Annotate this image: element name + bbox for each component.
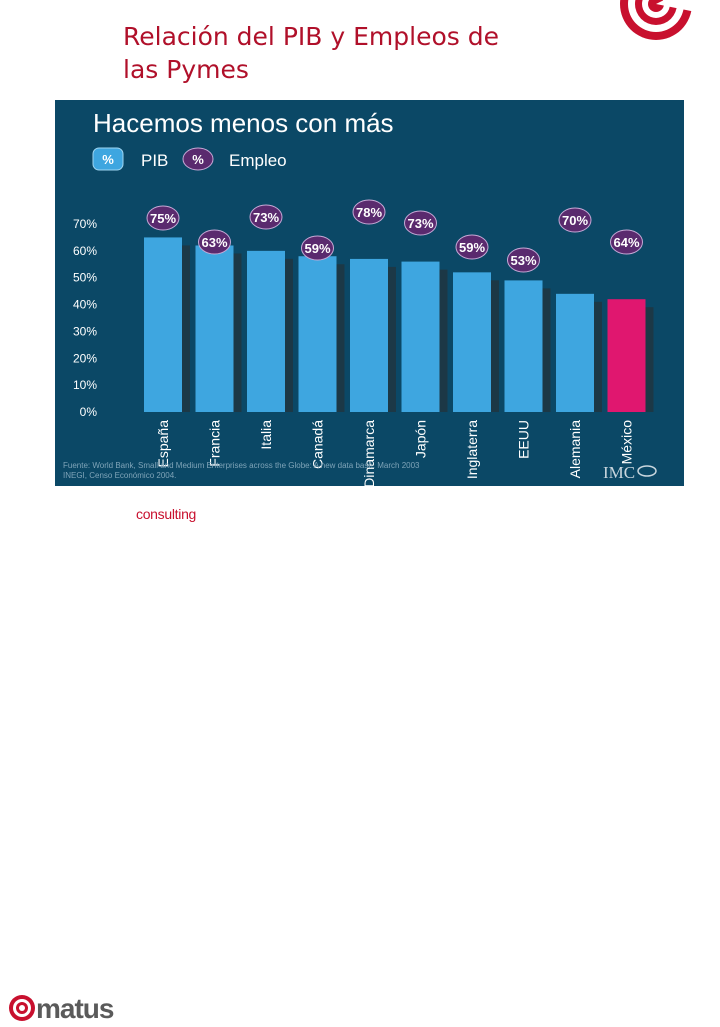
x-tick-label: Inglaterra — [464, 420, 480, 479]
bar-shadow — [541, 288, 551, 412]
x-tick-label: Alemania — [567, 420, 583, 479]
y-tick-label: 50% — [73, 271, 97, 285]
empleo-badge — [507, 247, 540, 273]
x-tick-label: Japón — [413, 420, 429, 458]
bar-shadow — [438, 269, 448, 412]
empleo-label: 59% — [304, 241, 330, 256]
source-line-1: Fuente: World Bank, Small and Medium Ent… — [63, 461, 420, 470]
bar-shadow — [335, 264, 345, 412]
bar-chart: Hacemos menos con más % PIB % Empleo 0% 1… — [63, 108, 657, 486]
legend-pib-label: PIB — [141, 151, 168, 170]
consulting-tagline: consulting — [136, 506, 197, 522]
x-axis-labels: España Francia Italia Canadá Dinamarca Japón I… — [155, 420, 635, 486]
y-tick-label: 0% — [80, 405, 98, 419]
footer-divider — [128, 505, 720, 529]
empleo-badge — [455, 234, 489, 260]
bar-shadow — [181, 245, 190, 412]
bar-shadow — [644, 307, 654, 412]
empleo-label: 53% — [510, 253, 536, 268]
legend-empleo-label: Empleo — [229, 151, 287, 170]
empleo-badge — [198, 229, 231, 255]
slide-title-line-1: Relación del PIB y Empleos de — [123, 22, 499, 51]
empleo-badge — [610, 229, 643, 255]
chart-panel: Hacemos menos con más % PIB % Empleo 0% 1… — [55, 100, 684, 486]
empleo-badges: 75% 63% 73% 59% 78% 73% 59% 53% 70% 64% — [146, 199, 643, 273]
x-tick-label: Canadá — [310, 420, 326, 469]
empleo-badge — [249, 204, 283, 230]
x-tick-label: Italia — [258, 420, 274, 450]
empleo-label: 73% — [407, 216, 433, 231]
empleo-label: 59% — [459, 240, 485, 255]
y-axis: 0% 10% 20% 30% 40% 50% 60% 70% — [73, 217, 97, 419]
y-tick-label: 40% — [73, 298, 97, 312]
bar-italia — [247, 250, 285, 412]
bar-alemania — [556, 293, 594, 412]
matus-logo: matus — [9, 993, 115, 1024]
x-tick-label: España — [155, 420, 171, 468]
slide-title: Relación del PIB y Empleos de las Pymes — [123, 20, 593, 86]
slide-title-line-2: las Pymes — [123, 55, 249, 84]
bar-canadá — [298, 256, 337, 412]
legend: % PIB % Empleo — [92, 147, 287, 171]
bar-shadow — [284, 258, 293, 412]
bar-dinamarca — [350, 258, 388, 412]
y-tick-label: 20% — [73, 351, 97, 365]
empleo-badge — [558, 207, 592, 233]
bar-shadow — [593, 301, 602, 412]
chart-title: Hacemos menos con más — [93, 108, 394, 138]
imc-swoosh-icon — [637, 465, 657, 477]
empleo-label: 75% — [150, 211, 176, 226]
bar-méxico — [607, 299, 646, 412]
empleo-badge — [301, 235, 334, 261]
x-tick-label: Francia — [207, 420, 223, 467]
y-tick-label: 30% — [73, 324, 97, 338]
x-tick-label: Dinamarca — [361, 420, 377, 486]
bar-españa — [144, 237, 182, 412]
bar-shadow — [387, 266, 396, 412]
legend-empleo-swatch — [182, 147, 214, 171]
bar-eeuu — [504, 280, 543, 412]
y-tick-label: 60% — [73, 244, 97, 258]
empleo-label: 70% — [562, 213, 588, 228]
empleo-label: 63% — [201, 235, 227, 250]
empleo-label: 64% — [613, 235, 639, 250]
x-tick-label: México — [619, 420, 635, 465]
legend-pib-symbol: % — [102, 152, 114, 167]
bar-inglaterra — [453, 272, 491, 412]
imc-badge: IMC — [603, 463, 635, 482]
source-line-2: INEGI, Censo Económico 2004. — [63, 471, 176, 480]
bar-japón — [401, 261, 440, 412]
matus-wordmark: matus — [36, 993, 114, 1024]
empleo-badge — [404, 210, 437, 236]
empleo-label: 78% — [356, 205, 382, 220]
empleo-badge — [352, 199, 386, 225]
y-tick-label: 70% — [73, 217, 97, 231]
bar-shadow — [232, 253, 242, 412]
target-logo-icon — [620, 0, 696, 40]
bar-shadow — [490, 280, 499, 412]
bars — [144, 237, 654, 412]
legend-empleo-symbol: % — [192, 152, 204, 167]
bar-francia — [195, 245, 234, 412]
y-tick-label: 10% — [73, 378, 97, 392]
x-tick-label: EEUU — [516, 420, 532, 459]
empleo-badge — [146, 205, 180, 231]
legend-pib-swatch — [92, 147, 124, 171]
footer: matus — [0, 492, 720, 1024]
empleo-label: 73% — [253, 210, 279, 225]
